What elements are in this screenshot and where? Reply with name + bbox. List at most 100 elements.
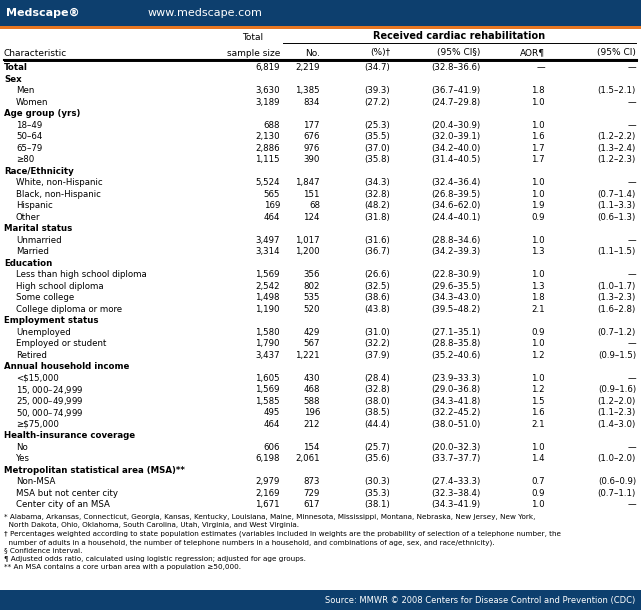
Text: (26.8–39.5): (26.8–39.5) [431,190,480,199]
Text: 1,671: 1,671 [255,500,280,509]
Text: 1.2: 1.2 [531,351,545,360]
Text: 688: 688 [263,121,280,130]
Text: No.: No. [305,49,320,57]
Text: (44.4): (44.4) [364,420,390,429]
Text: sample size: sample size [227,49,280,57]
Text: 468: 468 [303,386,320,394]
Text: (29.0–36.8): (29.0–36.8) [431,386,480,394]
Text: 1.0: 1.0 [531,121,545,130]
Text: (38.5): (38.5) [364,408,390,417]
Text: —: — [628,374,636,382]
Text: 3,314: 3,314 [255,247,280,256]
Text: 464: 464 [263,420,280,429]
Text: 1.9: 1.9 [531,201,545,210]
Text: (34.2–39.3): (34.2–39.3) [431,247,480,256]
Text: Race/Ethnicity: Race/Ethnicity [4,167,74,176]
Text: (37.9): (37.9) [364,351,390,360]
Text: * Alabama, Arkansas, Connecticut, Georgia, Kansas, Kentucky, Louisiana, Maine, M: * Alabama, Arkansas, Connecticut, Georgi… [4,514,535,520]
Text: White, non-Hispanic: White, non-Hispanic [16,178,103,187]
Text: $25,000–$49,999: $25,000–$49,999 [16,395,84,407]
Text: —: — [628,339,636,348]
Text: 3,630: 3,630 [255,86,280,95]
Text: 2.1: 2.1 [531,420,545,429]
Text: Sex: Sex [4,75,22,84]
Text: 1,569: 1,569 [256,270,280,279]
Text: (95% CI§): (95% CI§) [437,49,480,57]
Text: (48.2): (48.2) [364,201,390,210]
Text: (1.2–2.0): (1.2–2.0) [598,396,636,406]
Text: Annual household income: Annual household income [4,362,129,371]
Text: 2,886: 2,886 [255,144,280,152]
Text: 1,017: 1,017 [296,235,320,245]
Text: Total: Total [4,63,28,72]
Text: (28.8–35.8): (28.8–35.8) [431,339,480,348]
Text: (32.8–36.6): (32.8–36.6) [431,63,480,72]
Text: Unemployed: Unemployed [16,328,71,337]
Text: Source: MMWR © 2008 Centers for Disease Control and Prevention (CDC): Source: MMWR © 2008 Centers for Disease … [325,595,635,605]
Text: Married: Married [16,247,49,256]
Text: (0.7–1.2): (0.7–1.2) [598,328,636,337]
Text: Medscape®: Medscape® [6,8,79,18]
Text: 1,115: 1,115 [255,156,280,164]
Text: 606: 606 [263,443,280,452]
Text: 2,169: 2,169 [256,489,280,498]
Text: 464: 464 [263,213,280,222]
Text: § Confidence interval.: § Confidence interval. [4,548,83,553]
Text: —: — [537,63,545,72]
Text: 18–49: 18–49 [16,121,42,130]
Text: (31.0): (31.0) [364,328,390,337]
Text: Women: Women [16,98,49,107]
Text: 976: 976 [304,144,320,152]
Text: 2,542: 2,542 [255,282,280,291]
Text: 429: 429 [304,328,320,337]
Text: 535: 535 [303,293,320,302]
Text: (24.7–29.8): (24.7–29.8) [431,98,480,107]
Text: Total: Total [242,34,263,43]
Text: 1.0: 1.0 [531,443,545,452]
Text: —: — [628,63,636,72]
Text: (25.3): (25.3) [364,121,390,130]
Text: 177: 177 [303,121,320,130]
Text: 0.7: 0.7 [531,477,545,486]
Text: (36.7): (36.7) [364,247,390,256]
Text: (37.0): (37.0) [364,144,390,152]
Text: (34.7): (34.7) [364,63,390,72]
Text: 124: 124 [303,213,320,222]
Text: 729: 729 [304,489,320,498]
Text: 154: 154 [303,443,320,452]
Text: 1.3: 1.3 [531,282,545,291]
Text: Yes: Yes [16,454,30,463]
Text: 617: 617 [303,500,320,509]
Text: (28.8–34.6): (28.8–34.6) [431,235,480,245]
Text: (38.6): (38.6) [364,293,390,302]
Text: College diploma or more: College diploma or more [16,305,122,314]
Text: 1,221: 1,221 [296,351,320,360]
Text: (23.9–33.3): (23.9–33.3) [431,374,480,382]
Text: (32.5): (32.5) [364,282,390,291]
Text: AOR¶: AOR¶ [520,49,545,57]
Text: 1.0: 1.0 [531,98,545,107]
Text: 1.0: 1.0 [531,374,545,382]
Text: (0.6–0.9): (0.6–0.9) [598,477,636,486]
Text: 390: 390 [304,156,320,164]
Text: (1.1–1.5): (1.1–1.5) [598,247,636,256]
Text: † Percentages weighted according to state population estimates (variables includ: † Percentages weighted according to stat… [4,531,561,537]
Text: (36.7–41.9): (36.7–41.9) [431,86,480,95]
Text: (1.4–3.0): (1.4–3.0) [598,420,636,429]
Text: Education: Education [4,259,53,268]
Text: (31.6): (31.6) [364,235,390,245]
Text: (31.4–40.5): (31.4–40.5) [431,156,480,164]
Text: ≥$75,000: ≥$75,000 [16,420,59,429]
Text: Employed or student: Employed or student [16,339,106,348]
Text: (38.0): (38.0) [364,396,390,406]
Text: 1.4: 1.4 [531,454,545,463]
Text: Center city of an MSA: Center city of an MSA [16,500,110,509]
Text: (1.3–2.3): (1.3–2.3) [598,293,636,302]
Text: (1.2–2.3): (1.2–2.3) [598,156,636,164]
Text: 1,790: 1,790 [256,339,280,348]
Text: <$15,000: <$15,000 [16,374,59,382]
Text: (27.2): (27.2) [364,98,390,107]
Text: (26.6): (26.6) [364,270,390,279]
Text: 1.0: 1.0 [531,500,545,509]
Text: 5,524: 5,524 [255,178,280,187]
